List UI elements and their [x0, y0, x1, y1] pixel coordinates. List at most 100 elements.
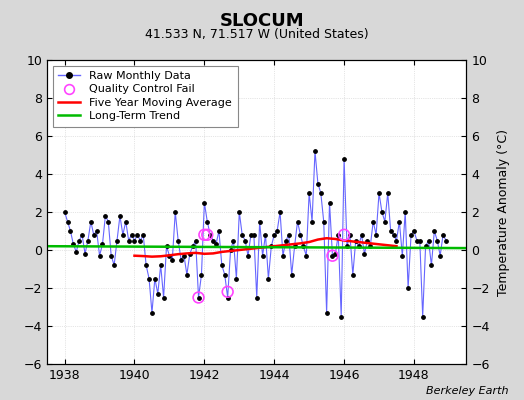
Point: [206, 232, 214, 238]
Point: [217, 262, 226, 268]
Point: [84, 237, 92, 244]
Point: [427, 262, 435, 268]
Point: [436, 252, 444, 259]
Point: [101, 213, 110, 219]
Point: [410, 228, 418, 234]
Point: [322, 310, 331, 316]
Point: [369, 218, 377, 225]
Point: [215, 228, 223, 234]
Point: [133, 232, 141, 238]
Point: [249, 232, 258, 238]
Point: [209, 237, 217, 244]
Text: Berkeley Earth: Berkeley Earth: [426, 386, 508, 396]
Point: [90, 232, 98, 238]
Point: [197, 272, 205, 278]
Point: [127, 232, 136, 238]
Point: [78, 232, 86, 238]
Point: [223, 294, 232, 301]
Point: [151, 275, 159, 282]
Point: [60, 209, 69, 215]
Point: [424, 237, 433, 244]
Point: [200, 199, 209, 206]
Point: [171, 209, 179, 215]
Point: [238, 232, 246, 238]
Point: [256, 218, 264, 225]
Point: [130, 237, 139, 244]
Point: [154, 290, 162, 297]
Point: [113, 237, 121, 244]
Point: [325, 199, 334, 206]
Point: [366, 243, 375, 250]
Point: [288, 272, 296, 278]
Point: [247, 232, 255, 238]
Point: [63, 218, 72, 225]
Point: [433, 237, 441, 244]
Point: [282, 237, 290, 244]
Point: [401, 209, 409, 215]
Point: [378, 209, 386, 215]
Point: [241, 237, 249, 244]
Point: [392, 237, 401, 244]
Point: [95, 252, 104, 259]
Point: [343, 243, 351, 250]
Point: [442, 237, 450, 244]
Point: [168, 256, 177, 263]
Point: [421, 243, 430, 250]
Point: [194, 294, 203, 301]
Point: [346, 232, 354, 238]
Point: [212, 241, 220, 248]
Title: 41.533 N, 71.517 W (United States): 41.533 N, 71.517 W (United States): [145, 28, 368, 41]
Point: [331, 250, 340, 257]
Point: [86, 218, 95, 225]
Point: [261, 232, 270, 238]
Point: [404, 285, 412, 291]
Point: [162, 243, 171, 250]
Point: [413, 237, 421, 244]
Point: [372, 232, 380, 238]
Point: [352, 237, 360, 244]
Point: [157, 262, 165, 268]
Point: [189, 243, 197, 250]
Point: [320, 218, 328, 225]
Point: [398, 252, 407, 259]
Y-axis label: Temperature Anomaly (°C): Temperature Anomaly (°C): [497, 128, 509, 296]
Point: [279, 252, 287, 259]
Point: [258, 252, 267, 259]
Point: [439, 232, 447, 238]
Point: [185, 250, 194, 257]
Point: [389, 232, 398, 238]
Point: [314, 180, 322, 187]
Point: [107, 252, 115, 259]
Point: [145, 275, 153, 282]
Point: [142, 262, 150, 268]
Point: [194, 294, 203, 301]
Point: [340, 232, 348, 238]
Point: [110, 262, 118, 268]
Point: [357, 232, 366, 238]
Point: [302, 252, 310, 259]
Point: [348, 272, 357, 278]
Point: [328, 252, 336, 259]
Point: [244, 252, 252, 259]
Point: [139, 232, 147, 238]
Point: [305, 190, 313, 196]
Point: [203, 232, 212, 238]
Point: [75, 237, 83, 244]
Point: [270, 232, 278, 238]
Point: [375, 190, 383, 196]
Point: [230, 237, 238, 244]
Point: [235, 209, 244, 215]
Point: [191, 237, 200, 244]
Legend: Raw Monthly Data, Quality Control Fail, Five Year Moving Average, Long-Term Tren: Raw Monthly Data, Quality Control Fail, …: [53, 66, 238, 127]
Point: [273, 228, 281, 234]
Point: [430, 228, 439, 234]
Point: [253, 294, 261, 301]
Point: [363, 237, 372, 244]
Point: [165, 252, 173, 259]
Point: [380, 218, 389, 225]
Point: [264, 275, 272, 282]
Point: [293, 218, 302, 225]
Point: [354, 243, 363, 250]
Point: [116, 213, 124, 219]
Point: [334, 232, 343, 238]
